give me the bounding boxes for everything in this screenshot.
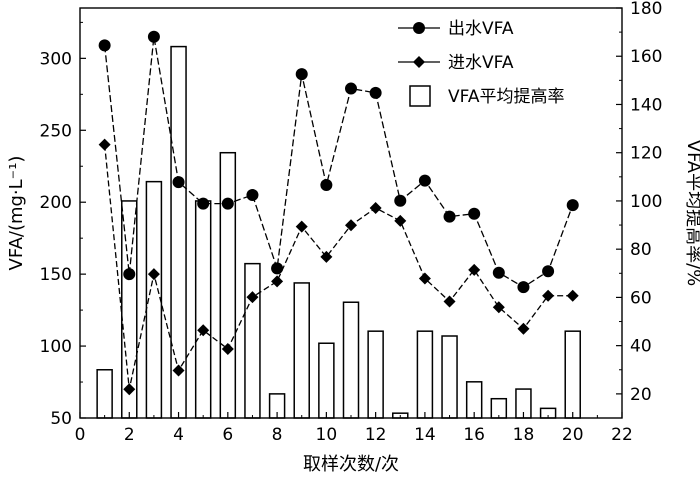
y-right-axis-title: VFA平均提高率/% bbox=[683, 140, 700, 287]
line-diamond bbox=[103, 144, 573, 390]
y-right-tick-label: 140 bbox=[630, 95, 662, 115]
x-tick-label: 14 bbox=[414, 425, 436, 445]
point-diamond-8 bbox=[271, 275, 284, 288]
point-diamond-19 bbox=[542, 289, 555, 302]
point-diamond-3 bbox=[147, 268, 160, 281]
point-diamond-10 bbox=[320, 250, 333, 263]
point-circle-10 bbox=[320, 178, 333, 191]
point-diamond-13 bbox=[394, 214, 407, 227]
x-tick-label: 8 bbox=[272, 425, 283, 445]
point-diamond-6 bbox=[221, 342, 234, 355]
legend-marker-circle bbox=[413, 22, 425, 34]
point-circle-19 bbox=[542, 265, 555, 278]
y-left-tick-label: 150 bbox=[40, 265, 72, 285]
x-tick-label: 4 bbox=[173, 425, 184, 445]
y-left-tick-label: 250 bbox=[40, 121, 72, 141]
y-right-tick-label: 80 bbox=[630, 240, 652, 260]
point-circle-17 bbox=[492, 266, 505, 279]
legend-label: 出水VFA bbox=[448, 19, 514, 39]
y-right-tick-label: 160 bbox=[630, 47, 662, 67]
point-circle-16 bbox=[468, 207, 481, 220]
point-diamond-9 bbox=[295, 220, 308, 233]
point-circle-2 bbox=[123, 268, 136, 281]
point-diamond-2 bbox=[123, 383, 136, 396]
x-axis-title: 取样次数/次 bbox=[303, 454, 399, 475]
y-right-tick-label: 100 bbox=[630, 192, 662, 212]
bar-9 bbox=[293, 282, 310, 419]
y-left-tick-label: 50 bbox=[50, 409, 72, 429]
point-circle-12 bbox=[369, 86, 382, 99]
point-circle-9 bbox=[295, 68, 308, 81]
point-circle-11 bbox=[345, 82, 357, 95]
legend-label: 进水VFA bbox=[448, 53, 514, 73]
point-diamond-18 bbox=[517, 322, 530, 335]
x-tick-label: 22 bbox=[611, 425, 633, 445]
point-diamond-17 bbox=[492, 301, 505, 314]
y-left-axis-title: VFA/(mg·L⁻¹) bbox=[6, 156, 27, 271]
bar-1 bbox=[96, 369, 113, 419]
point-diamond-20 bbox=[566, 289, 579, 302]
point-diamond-7 bbox=[246, 291, 259, 304]
x-tick-label: 20 bbox=[562, 425, 584, 445]
point-circle-13 bbox=[394, 194, 407, 207]
y-left-tick-label: 200 bbox=[40, 193, 72, 213]
point-circle-18 bbox=[517, 281, 530, 294]
y-right-tick-label: 40 bbox=[630, 337, 652, 357]
x-tick-label: 16 bbox=[463, 425, 485, 445]
line-series-group bbox=[98, 30, 579, 396]
point-diamond-1 bbox=[98, 138, 111, 151]
y-left-tick-label: 100 bbox=[40, 337, 72, 357]
y-left-tick-label: 300 bbox=[40, 49, 72, 69]
point-circle-6 bbox=[221, 197, 234, 210]
x-tick-label: 10 bbox=[316, 425, 338, 445]
x-tick-label: 12 bbox=[365, 425, 387, 445]
point-circle-5 bbox=[197, 197, 210, 210]
x-tick-label: 0 bbox=[75, 425, 86, 445]
legend-label: VFA平均提高率 bbox=[448, 87, 564, 107]
point-circle-4 bbox=[172, 176, 185, 189]
x-tick-label: 6 bbox=[222, 425, 233, 445]
y-right-tick-label: 180 bbox=[630, 0, 662, 19]
bar-12 bbox=[367, 330, 384, 419]
bar-20 bbox=[564, 330, 581, 419]
bar-7 bbox=[244, 262, 261, 419]
bar-series-group bbox=[96, 45, 581, 419]
bar-10 bbox=[318, 342, 335, 419]
point-diamond-4 bbox=[172, 364, 185, 377]
bar-6 bbox=[219, 151, 237, 419]
point-circle-3 bbox=[147, 30, 160, 43]
point-diamond-5 bbox=[197, 324, 210, 337]
point-circle-15 bbox=[443, 210, 456, 223]
point-circle-7 bbox=[246, 189, 259, 202]
bar-14 bbox=[416, 330, 434, 419]
y-right-tick-label: 60 bbox=[630, 288, 652, 308]
bar-15 bbox=[441, 335, 458, 419]
point-diamond-16 bbox=[468, 263, 481, 276]
point-diamond-15 bbox=[443, 295, 456, 308]
legend-bar-swatch bbox=[409, 85, 431, 107]
x-tick-label: 18 bbox=[513, 425, 535, 445]
point-circle-8 bbox=[271, 262, 284, 275]
point-circle-14 bbox=[418, 174, 431, 187]
point-diamond-14 bbox=[418, 272, 431, 285]
point-circle-1 bbox=[98, 39, 111, 52]
point-diamond-11 bbox=[345, 219, 357, 232]
y-right-tick-label: 120 bbox=[630, 144, 662, 164]
bar-11 bbox=[342, 301, 360, 419]
point-circle-20 bbox=[566, 199, 579, 212]
legend-marker-diamond bbox=[413, 56, 425, 68]
y-right-tick-label: 20 bbox=[630, 385, 652, 405]
legend: 出水VFA 进水VFA VFA平均提高率 bbox=[398, 19, 564, 107]
point-diamond-12 bbox=[369, 201, 382, 214]
axes-group: 0 2 4 6 8 10 12 14 16 18 20 22 50 100 150 200 250 300 20 40… bbox=[6, 0, 700, 475]
x-tick-label: 2 bbox=[124, 425, 135, 445]
bar-5 bbox=[194, 200, 212, 419]
